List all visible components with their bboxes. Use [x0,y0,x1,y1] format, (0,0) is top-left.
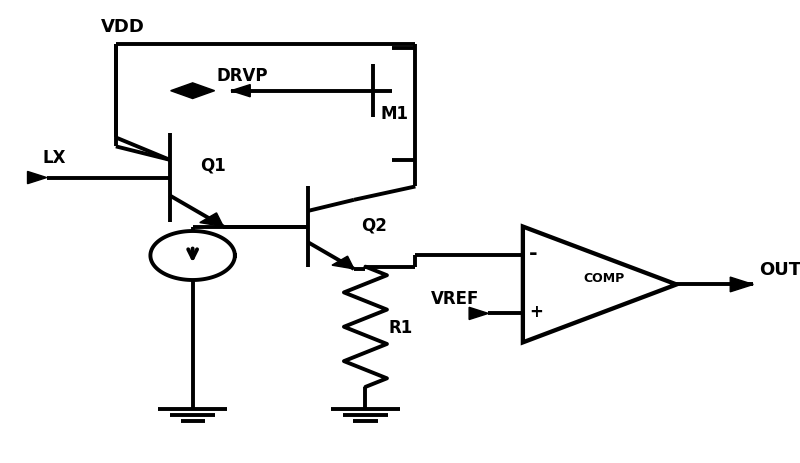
Text: Q2: Q2 [362,216,387,234]
Text: DRVP: DRVP [216,67,268,85]
Text: COMP: COMP [583,272,624,285]
Text: LX: LX [43,149,66,167]
Text: VDD: VDD [101,18,144,36]
Polygon shape [730,277,754,292]
Polygon shape [170,84,214,99]
Polygon shape [231,85,250,98]
Polygon shape [469,307,488,320]
Text: -: - [529,244,538,264]
Text: R1: R1 [389,318,413,336]
Polygon shape [200,213,223,227]
Text: +: + [529,302,543,320]
Text: VREF: VREF [430,289,479,307]
Text: M1: M1 [381,105,409,123]
Polygon shape [332,257,354,269]
Polygon shape [27,172,46,184]
Text: Q1: Q1 [200,156,226,174]
Text: OUT: OUT [759,260,800,278]
